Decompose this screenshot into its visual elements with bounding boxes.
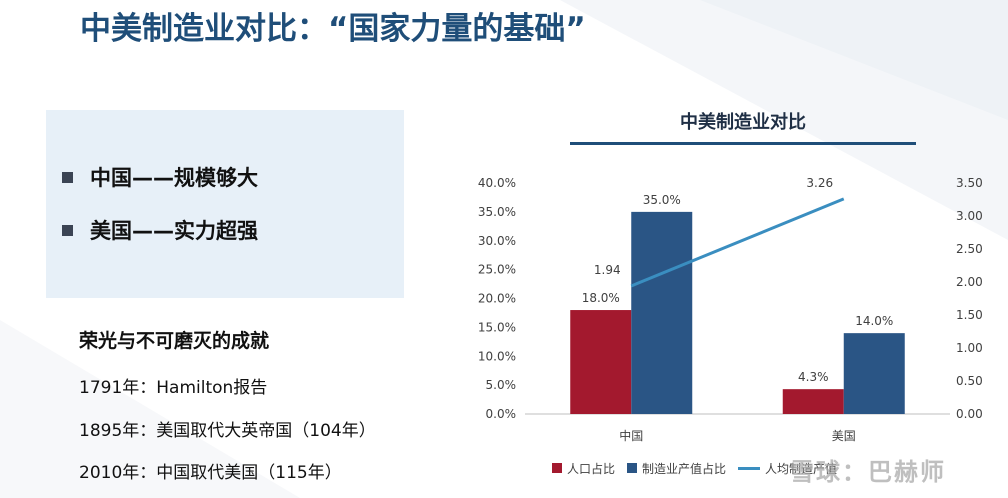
- x-tick-label: 中国: [619, 428, 643, 443]
- legend-item-population: 人口占比: [552, 460, 615, 477]
- line-data-label: 1.94: [594, 263, 621, 277]
- y-left-tick-label: 0.0%: [486, 407, 517, 421]
- highlight-text: 中国——规模够大: [90, 166, 258, 190]
- bar-data-label: 14.0%: [855, 314, 893, 328]
- bar: [631, 211, 693, 414]
- highlight-text: 美国——实力超强: [90, 219, 258, 243]
- y-left-tick-label: 25.0%: [478, 263, 516, 277]
- legend-item-percapita: 人均制造产值: [738, 460, 837, 477]
- y-left-tick-label: 15.0%: [478, 320, 516, 334]
- x-tick-label: 美国: [832, 429, 856, 443]
- legend-line-swatch: [738, 466, 761, 470]
- legend-label: 人口占比: [567, 461, 616, 476]
- slide-title: 中美制造业对比：“国家力量的基础”: [80, 11, 586, 47]
- y-left-tick-label: 5.0%: [486, 378, 517, 392]
- y-right-tick-label: 2.50: [956, 242, 983, 256]
- bar-data-label: 35.0%: [643, 193, 681, 207]
- legend-label: 人均制造产值: [765, 461, 838, 476]
- legend-label: 制造业产值占比: [642, 461, 727, 476]
- y-left-tick-label: 35.0%: [478, 205, 516, 219]
- y-left-tick-label: 20.0%: [478, 292, 516, 306]
- square-bullet-icon: [62, 224, 73, 236]
- line-series: [630, 197, 845, 288]
- y-left-tick-label: 40.0%: [478, 176, 516, 190]
- chart-title-underline: [570, 142, 916, 145]
- y-right-tick-label: 0.00: [956, 407, 983, 421]
- square-bullet-icon: [62, 171, 73, 183]
- bar: [782, 389, 844, 414]
- chart-legend: 人口占比 制造业产值占比 人均制造产值: [552, 458, 849, 478]
- highlight-item-usa: 美国——实力超强: [62, 214, 258, 246]
- bar: [570, 310, 632, 414]
- legend-item-output: 制造业产值占比: [627, 460, 726, 477]
- bar-data-label: 18.0%: [582, 291, 620, 305]
- milestone-1895: 1895年：美国取代大英帝国（104年）: [79, 421, 376, 441]
- bar: [843, 333, 905, 414]
- achievements-heading: 荣光与不可磨灭的成就: [79, 330, 270, 352]
- highlight-box: [46, 110, 404, 298]
- highlight-item-china: 中国——规模够大: [62, 161, 258, 193]
- y-left-tick-label: 30.0%: [478, 234, 516, 248]
- y-left-tick-label: 10.0%: [478, 349, 516, 363]
- y-right-tick-label: 3.50: [956, 176, 983, 190]
- y-right-tick-label: 2.00: [956, 275, 983, 289]
- milestone-2010: 2010年：中国取代美国（115年）: [79, 463, 342, 483]
- y-right-tick-label: 1.00: [956, 341, 983, 355]
- chart-title: 中美制造业对比: [680, 112, 806, 133]
- milestone-1791: 1791年：Hamilton报告: [79, 378, 268, 398]
- watermark: 雪球：巴赫师: [790, 458, 946, 486]
- y-right-tick-label: 3.00: [956, 209, 983, 223]
- legend-swatch: [552, 463, 562, 473]
- bar-data-label: 4.3%: [798, 370, 829, 384]
- y-right-tick-label: 1.50: [956, 308, 983, 322]
- line-data-label: 3.26: [806, 176, 833, 190]
- y-right-tick-label: 0.50: [956, 374, 983, 388]
- legend-swatch: [627, 463, 638, 473]
